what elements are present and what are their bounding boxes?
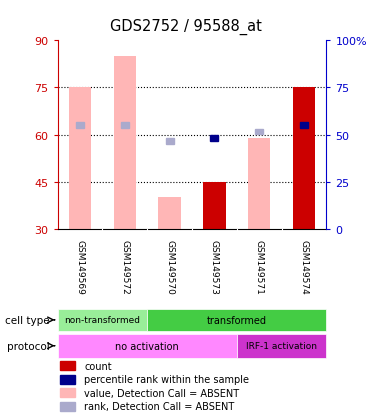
Bar: [60, 361, 75, 370]
Bar: [60, 402, 75, 411]
Bar: [293, 88, 315, 229]
Bar: [121, 123, 129, 129]
Bar: [114, 57, 136, 229]
Bar: [60, 375, 75, 384]
Bar: [147, 309, 326, 331]
Bar: [58, 334, 237, 358]
Text: GSM149571: GSM149571: [255, 240, 264, 294]
Text: GSM149569: GSM149569: [75, 240, 85, 294]
Text: GSM149573: GSM149573: [210, 240, 219, 294]
Bar: [158, 198, 181, 229]
Text: transformed: transformed: [207, 315, 267, 325]
Bar: [237, 334, 326, 358]
Text: cell type: cell type: [6, 315, 50, 325]
Bar: [210, 135, 219, 141]
Bar: [60, 388, 75, 397]
Bar: [165, 139, 174, 144]
Text: GSM149574: GSM149574: [299, 240, 309, 294]
Text: no activation: no activation: [115, 341, 179, 351]
Text: GDS2752 / 95588_at: GDS2752 / 95588_at: [109, 19, 262, 35]
Bar: [69, 88, 91, 229]
Bar: [248, 138, 270, 229]
Text: count: count: [85, 361, 112, 371]
Text: protocol: protocol: [7, 341, 50, 351]
Text: GSM149570: GSM149570: [165, 240, 174, 294]
Text: percentile rank within the sample: percentile rank within the sample: [85, 375, 249, 385]
Bar: [58, 309, 147, 331]
Bar: [76, 123, 84, 129]
Text: IRF-1 activation: IRF-1 activation: [246, 342, 317, 350]
Text: rank, Detection Call = ABSENT: rank, Detection Call = ABSENT: [85, 401, 234, 411]
Text: value, Detection Call = ABSENT: value, Detection Call = ABSENT: [85, 388, 240, 398]
Bar: [255, 129, 263, 135]
Text: GSM149572: GSM149572: [120, 240, 129, 294]
Bar: [300, 123, 308, 129]
Text: non-transformed: non-transformed: [64, 316, 140, 325]
Bar: [203, 182, 226, 229]
